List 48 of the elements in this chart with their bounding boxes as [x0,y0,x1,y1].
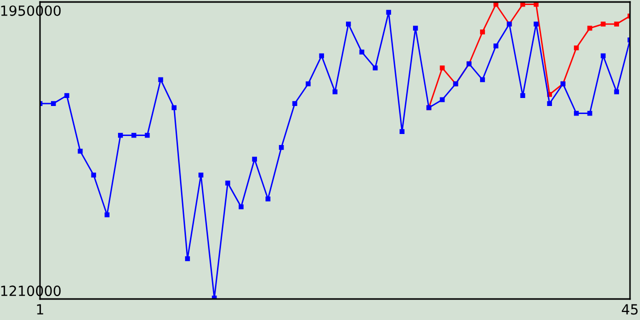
point [400,129,404,134]
point [386,10,392,15]
point [238,204,244,210]
point [534,22,539,26]
point [574,45,579,50]
point [480,77,485,82]
point [158,77,164,82]
point [520,2,526,7]
point [252,156,257,162]
point [91,172,96,178]
point [104,212,110,218]
point [600,22,606,26]
point [614,89,620,94]
point [547,101,552,106]
point [64,93,70,98]
point [332,89,338,94]
point [574,110,579,116]
point [185,256,190,262]
point [480,30,485,34]
point [520,93,526,98]
point [493,44,498,48]
x-tick-label: 45 [622,304,638,315]
point [172,105,177,110]
point [534,2,539,7]
point [440,97,445,102]
point [225,180,230,186]
point [78,148,83,154]
point [493,2,498,7]
point [131,132,136,138]
point [319,53,324,58]
point [440,66,445,70]
point [359,50,364,54]
point [600,53,606,58]
point [144,132,150,138]
point [266,196,270,202]
point [118,132,123,138]
x-tick-label: 1 [37,304,44,314]
point [614,22,620,26]
point [50,101,56,106]
point [198,172,204,178]
point [587,110,592,116]
point [278,145,284,150]
point [372,66,378,70]
point [413,26,418,31]
point [292,101,298,106]
point [346,22,351,26]
point [306,81,311,86]
point [587,26,592,31]
